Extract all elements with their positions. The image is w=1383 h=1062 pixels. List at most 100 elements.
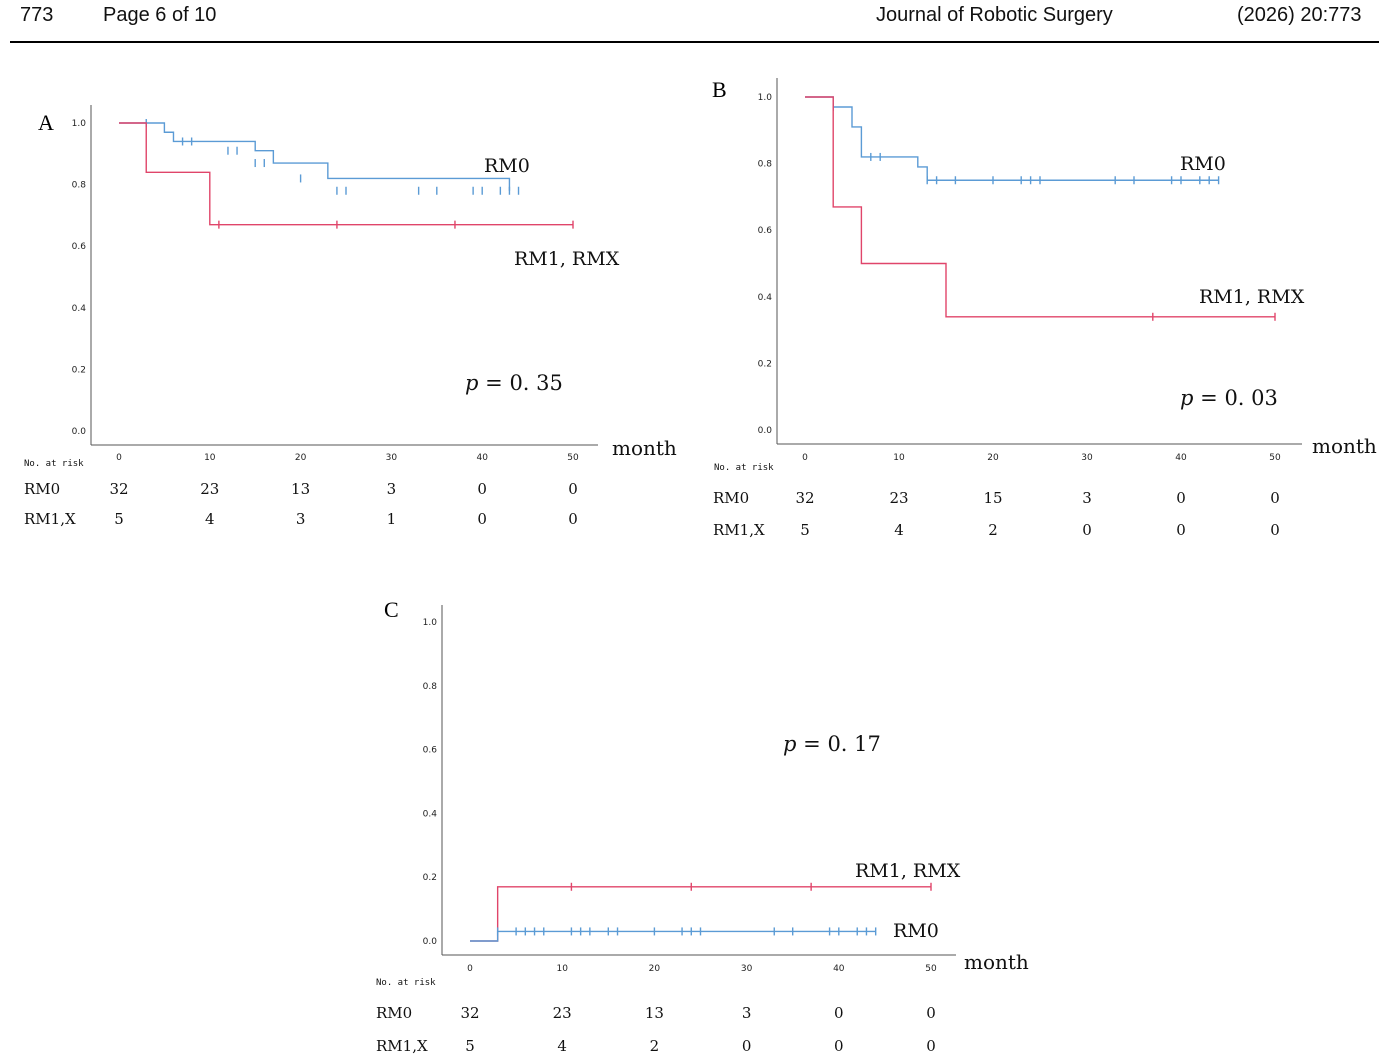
x-tick-label: 20 [649, 964, 661, 974]
risk-table: No. at risk RM0 32 23 13 3 0 0 RM1,X 5 4 3 1 0 0 [24, 459, 578, 528]
risk-row-label: RM0 [376, 1004, 412, 1022]
risk-count: 5 [800, 521, 810, 539]
risk-count: 32 [460, 1004, 479, 1022]
x-tick-label: 0 [116, 453, 122, 463]
risk-count: 23 [200, 480, 219, 498]
risk-row-label: RM0 [713, 489, 749, 507]
risk-count: 32 [795, 489, 814, 507]
x-tick-label: 20 [987, 453, 999, 463]
axes: 0.0 0.2 0.4 0.6 0.8 1.0 0 10 20 30 40 50 [758, 78, 1302, 463]
survival-curve [805, 96, 1275, 318]
x-axis-label: month [612, 436, 677, 460]
risk-count: 5 [465, 1037, 475, 1055]
curve-label: RM0 [484, 155, 530, 177]
axes: 0.0 0.2 0.4 0.6 0.8 1.0 0 10 20 30 40 50 [423, 605, 956, 974]
risk-count: 0 [1176, 521, 1186, 539]
x-axis-label: month [1312, 434, 1377, 458]
x-tick-label: 30 [1081, 453, 1093, 463]
series-rm0 [470, 927, 877, 942]
curve-label: RM1, RMX [855, 860, 961, 882]
risk-count: 23 [553, 1004, 572, 1022]
risk-count: 0 [1270, 521, 1280, 539]
risk-count: 4 [894, 521, 904, 539]
series-rm1-rmx [805, 96, 1276, 321]
x-tick-label: 40 [833, 964, 845, 974]
p-value: p = 0. 03 [1180, 386, 1278, 410]
x-tick-label: 10 [556, 964, 568, 974]
risk-count: 0 [742, 1037, 752, 1055]
y-tick-label: 0.8 [758, 160, 773, 170]
risk-count: 3 [296, 510, 306, 528]
risk-count: 0 [1082, 521, 1092, 539]
curve-label: RM1, RMX [1199, 286, 1305, 308]
panel-label: A [38, 110, 54, 135]
risk-table-header: No. at risk [714, 463, 774, 473]
x-tick-label: 10 [204, 453, 216, 463]
series-rm0 [119, 119, 520, 195]
risk-count: 3 [742, 1004, 752, 1022]
risk-count: 3 [387, 480, 397, 498]
risk-row-label: RM0 [24, 480, 60, 498]
y-tick-label: 1.0 [423, 618, 438, 628]
series-rm1-rmx [119, 122, 574, 229]
survival-curve [119, 122, 573, 226]
risk-count: 2 [988, 521, 998, 539]
y-tick-label: 0.4 [72, 304, 87, 314]
p-value: p = 0. 17 [783, 732, 881, 756]
risk-row-label: RM1,X [24, 510, 76, 528]
risk-count: 13 [645, 1004, 664, 1022]
panel-label: C [384, 597, 399, 622]
risk-count: 0 [477, 510, 487, 528]
x-tick-label: 30 [386, 453, 398, 463]
risk-count: 2 [650, 1037, 660, 1055]
risk-row-label: RM1,X [376, 1037, 428, 1055]
axes: 0.0 0.2 0.4 0.6 0.8 1.0 0 10 20 30 40 50 [72, 105, 598, 463]
y-tick-label: 0.0 [758, 426, 773, 436]
panel-label: B [712, 77, 727, 102]
y-tick-label: 0.2 [423, 873, 437, 883]
risk-count: 0 [926, 1037, 936, 1055]
y-tick-label: 1.0 [758, 93, 773, 103]
risk-table: No. at risk RM0 32 23 15 3 0 0 RM1,X 5 4 2 0 0 0 [713, 463, 1280, 539]
survival-curve [470, 930, 876, 942]
y-tick-label: 0.4 [423, 809, 438, 819]
x-tick-label: 20 [295, 453, 307, 463]
x-tick-label: 40 [476, 453, 488, 463]
risk-count: 32 [109, 480, 128, 498]
km-panel-a: A0.00.20.40.60.81.00 10 20 30 40 50 monthRM0RM… [24, 105, 677, 528]
header-rule [10, 41, 1379, 43]
curve-label: RM0 [893, 920, 939, 942]
y-tick-label: 0.4 [758, 293, 773, 303]
risk-count: 5 [114, 510, 124, 528]
risk-count: 0 [1270, 489, 1280, 507]
citation: (2026) 20:773 [1237, 4, 1362, 26]
km-panel-c: C0.00.20.40.60.81.00 10 20 30 40 50 monthRM1, … [376, 597, 1029, 1055]
risk-count: 0 [834, 1037, 844, 1055]
risk-count: 0 [926, 1004, 936, 1022]
risk-table-header: No. at risk [376, 978, 436, 988]
x-tick-label: 0 [802, 453, 808, 463]
survival-curve [805, 96, 1219, 181]
survival-curve [119, 122, 511, 191]
risk-count: 0 [568, 480, 578, 498]
risk-count: 0 [834, 1004, 844, 1022]
km-panel-b: B0.00.20.40.60.81.00 10 20 30 40 50 monthRM0RM… [712, 77, 1377, 539]
y-tick-label: 1.0 [72, 119, 87, 129]
page-indicator: Page 6 of 10 [103, 4, 217, 26]
x-tick-label: 50 [1269, 453, 1281, 463]
risk-count: 13 [291, 480, 310, 498]
risk-count: 1 [387, 510, 397, 528]
x-tick-label: 30 [741, 964, 753, 974]
journal-title: Journal of Robotic Surgery [876, 4, 1113, 26]
x-tick-label: 50 [925, 964, 937, 974]
x-tick-label: 40 [1175, 453, 1187, 463]
curve-label: RM0 [1180, 153, 1226, 175]
series-rm0 [805, 96, 1220, 185]
risk-table: No. at risk RM0 32 23 13 3 0 0 RM1,X 5 4 2 0 0 0 [376, 978, 936, 1055]
risk-count: 0 [568, 510, 578, 528]
y-tick-label: 0.6 [72, 242, 87, 252]
y-tick-label: 0.0 [72, 427, 87, 437]
page-header: 773 Page 6 of 10 Journal of Robotic Surg… [0, 0, 1383, 44]
x-axis-label: month [964, 950, 1029, 974]
